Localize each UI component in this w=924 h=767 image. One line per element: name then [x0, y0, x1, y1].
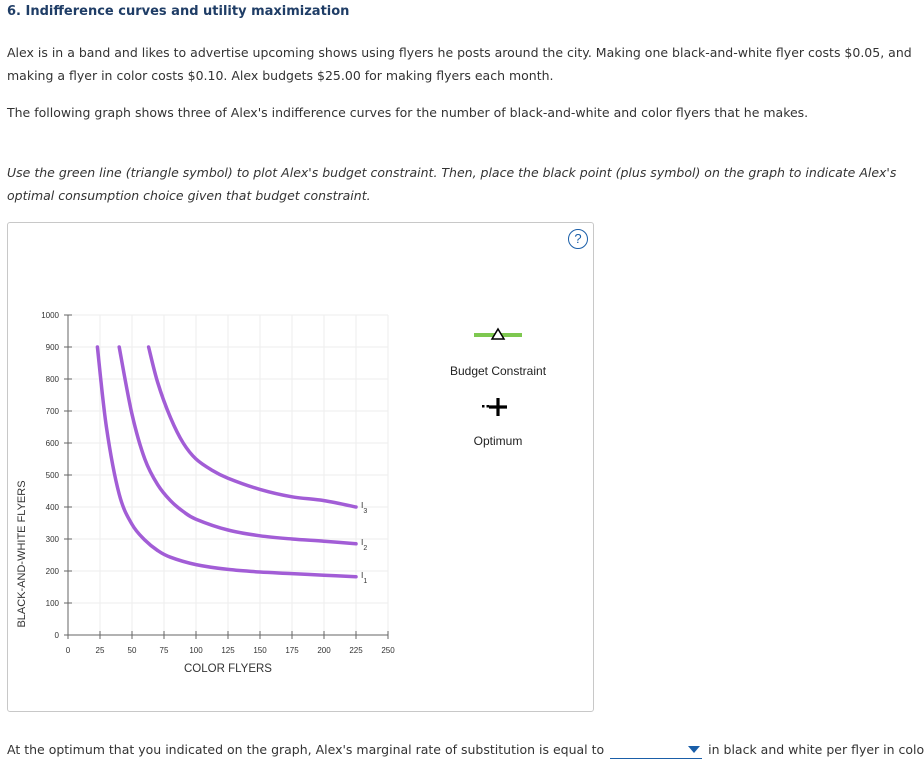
indifference-chart[interactable]: 0 25 50 75 100 125 150 175 200 225 250 0 100 200 300 4…: [8, 223, 593, 711]
question-row: At the optimum that you indicated on the…: [7, 738, 924, 761]
y-tick-label: 0: [55, 631, 60, 640]
budget-constraint-label: Budget Constraint: [450, 364, 547, 378]
y-tick-label: 400: [46, 503, 60, 512]
intro-paragraph-1: Alex is in a band and likes to advertise…: [7, 45, 912, 83]
y-tick-label: 300: [46, 535, 60, 544]
chart-axes: [64, 314, 389, 639]
curve-label-subscript: 2: [363, 545, 367, 552]
x-tick-label: 175: [285, 646, 299, 655]
optimum-label: Optimum: [474, 434, 523, 448]
indifference-curve-2: [117, 345, 358, 546]
intro-paragraph-2: The following graph shows three of Alex'…: [7, 105, 809, 120]
x-tick-label: 125: [221, 646, 235, 655]
y-tick-label: 1000: [41, 311, 59, 320]
question-suffix: in black and white per flyer in color.: [708, 741, 924, 757]
question-prefix: At the optimum that you indicated on the…: [7, 741, 605, 757]
graph-panel: ? 0 25 50 75 100 125 150 175 200 225 250 0 100 200 30…: [7, 222, 594, 712]
dot-icon: [486, 405, 489, 408]
y-tick-labels: 0 100 200 300 400 500 600 700 800 900 1000: [41, 311, 59, 640]
indifference-curves: [95, 345, 358, 579]
x-tick-label: 150: [253, 646, 267, 655]
optimum-tool[interactable]: Optimum: [474, 398, 523, 448]
y-tick-label: 500: [46, 471, 60, 480]
y-axis-label: BLACK-AND-WHITE FLYERS: [16, 480, 28, 627]
x-tick-label: 200: [317, 646, 331, 655]
x-tick-label: 50: [128, 646, 137, 655]
y-tick-label: 700: [46, 407, 60, 416]
indifference-curve-3: [146, 345, 358, 509]
y-tick-label: 600: [46, 439, 60, 448]
help-icon[interactable]: ?: [568, 229, 588, 249]
page-title: 6. Indifference curves and utility maxim…: [7, 4, 350, 19]
x-tick-label: 225: [349, 646, 363, 655]
curve-label-subscript: 1: [363, 578, 367, 585]
budget-constraint-tool[interactable]: Budget Constraint: [450, 327, 547, 378]
y-tick-label: 100: [46, 599, 60, 608]
x-tick-labels: 0 25 50 75 100 125 150 175 200 225 250: [66, 646, 395, 655]
curve-label-1: I1: [361, 570, 367, 585]
curve-label-subscript: 3: [363, 508, 367, 515]
curve-label-3: I3: [361, 500, 367, 515]
y-tick-label: 800: [46, 375, 60, 384]
x-axis-label: COLOR FLYERS: [184, 663, 272, 675]
x-tick-label: 0: [66, 646, 71, 655]
y-tick-label: 900: [46, 343, 60, 352]
x-tick-label: 25: [96, 646, 105, 655]
chevron-down-icon: [688, 746, 701, 753]
y-tick-label: 200: [46, 567, 60, 576]
plus-icon: [489, 398, 507, 416]
chart-grid: [68, 314, 389, 635]
x-tick-label: 250: [381, 646, 395, 655]
mrs-dropdown[interactable]: [610, 740, 703, 759]
curve-label-2: I2: [361, 537, 367, 552]
triangle-icon: [490, 327, 506, 340]
x-tick-label: 100: [189, 646, 203, 655]
dot-icon: [482, 405, 485, 408]
curve-labels: I1 I2 I3: [361, 500, 367, 585]
indifference-curve-1: [95, 345, 358, 579]
instruction-text: Use the green line (triangle symbol) to …: [7, 165, 897, 203]
x-tick-label: 75: [160, 646, 169, 655]
